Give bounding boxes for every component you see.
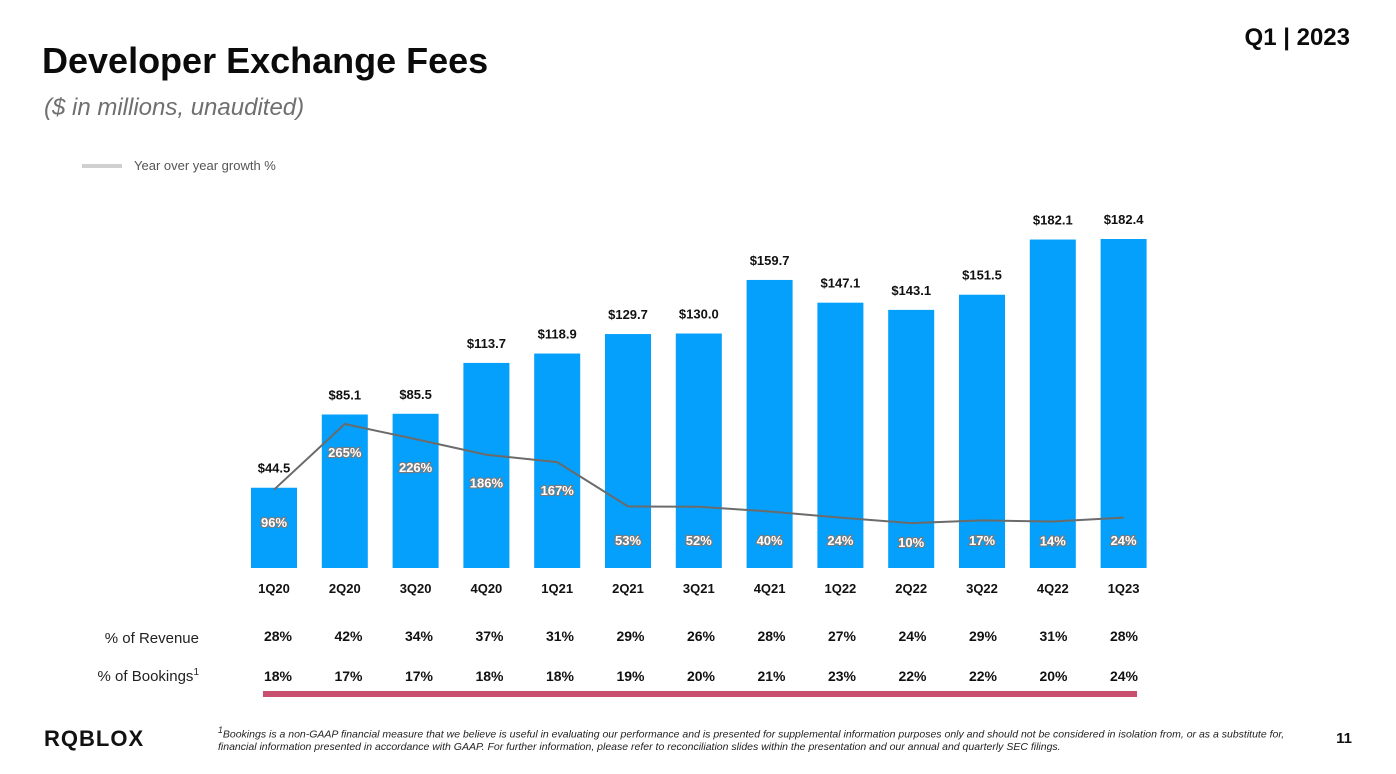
revenue-pct-2Q20: 42%	[334, 628, 363, 644]
category-label-4Q20: 4Q20	[470, 581, 502, 596]
revenue-pct-3Q22: 29%	[969, 628, 998, 644]
page-number: 11	[1336, 730, 1352, 747]
bar-value-label-4Q22: $182.1	[1033, 213, 1073, 228]
category-label-2Q20: 2Q20	[329, 581, 361, 596]
growth-label-2Q20: 265%	[328, 445, 362, 460]
bookings-pct-1Q21: 18%	[546, 668, 575, 684]
growth-label-1Q22: 24%	[827, 533, 853, 548]
bookings-highlight-underline	[263, 691, 1137, 697]
exchange-fees-chart: $44.5 1Q20 $85.1 2Q20 $85.5 3Q20 $113.7 4Q20 $11…	[98, 212, 1147, 697]
bar-4Q22	[1029, 239, 1076, 568]
revenue-pct-3Q20: 34%	[405, 628, 434, 644]
bar-2Q21	[605, 334, 651, 568]
category-label-4Q21: 4Q21	[754, 581, 786, 596]
revenue-pct-1Q20: 28%	[264, 628, 293, 644]
bar-3Q20	[392, 413, 439, 568]
category-label-4Q22: 4Q22	[1037, 581, 1069, 596]
bookings-pct-2Q22: 22%	[898, 668, 927, 684]
growth-label-2Q22: 10%	[898, 535, 924, 550]
revenue-pct-4Q21: 28%	[757, 628, 786, 644]
legend-label-growth: Year over year growth %	[134, 158, 276, 173]
growth-label-3Q20: 226%	[399, 460, 433, 475]
bookings-pct-1Q23: 24%	[1110, 668, 1139, 684]
roblox-logo: RQBLOX	[44, 726, 145, 751]
revenue-pct-1Q23: 28%	[1110, 628, 1139, 644]
revenue-pct-2Q21: 29%	[616, 628, 645, 644]
bookings-pct-3Q22: 22%	[969, 668, 998, 684]
legend-line-swatch	[82, 163, 122, 168]
bookings-pct-4Q20: 18%	[475, 668, 504, 684]
bar-4Q21	[746, 279, 793, 568]
revenue-pct-4Q22: 31%	[1039, 628, 1068, 644]
bookings-pct-3Q21: 20%	[687, 668, 716, 684]
revenue-pct-4Q20: 37%	[475, 628, 504, 644]
bar-value-label-3Q20: $85.5	[399, 387, 432, 402]
bar-value-label-4Q20: $113.7	[467, 336, 506, 351]
revenue-pct-1Q21: 31%	[546, 628, 575, 644]
bar-value-label-2Q20: $85.1	[329, 388, 362, 403]
bookings-pct-4Q22: 20%	[1039, 668, 1068, 684]
category-label-2Q22: 2Q22	[895, 581, 927, 596]
revenue-row-label: % of Revenue	[105, 630, 199, 647]
bar-2Q22	[888, 309, 935, 568]
bar-value-label-1Q20: $44.5	[258, 461, 291, 476]
bar-value-label-3Q22: $151.5	[962, 268, 1002, 283]
bar-2Q20	[321, 414, 368, 568]
bar-1Q20	[251, 487, 297, 568]
bar-value-label-3Q21: $130.0	[679, 307, 719, 322]
category-label-1Q23: 1Q23	[1108, 581, 1140, 596]
period-label: Q1 | 2023	[1244, 24, 1350, 51]
bar-3Q22	[959, 294, 1005, 568]
bar-value-label-1Q23: $182.4	[1104, 212, 1145, 227]
bookings-pct-1Q22: 23%	[828, 668, 857, 684]
category-label-1Q22: 1Q22	[824, 581, 856, 596]
revenue-pct-3Q21: 26%	[687, 628, 716, 644]
bookings-footnote: 1Bookings is a non-GAAP financial measur…	[218, 724, 1288, 754]
bar-value-label-2Q21: $129.7	[608, 307, 648, 322]
growth-line	[273, 422, 1124, 525]
bookings-row-sup: 1	[193, 667, 199, 678]
bar-value-label-4Q21: $159.7	[750, 253, 790, 268]
bar-value-label-2Q22: $143.1	[891, 283, 931, 298]
page-subtitle: ($ in millions, unaudited)	[44, 94, 305, 121]
growth-label-3Q22: 17%	[969, 533, 995, 548]
growth-label-3Q21: 52%	[686, 533, 712, 548]
bookings-row-label-text: % of Bookings	[98, 668, 194, 685]
footnote-sup: 1	[218, 725, 223, 735]
growth-label-2Q21: 53%	[615, 533, 641, 548]
bookings-pct-1Q20: 18%	[264, 668, 293, 684]
growth-label-1Q23: 24%	[1111, 533, 1137, 548]
category-label-3Q21: 3Q21	[683, 581, 715, 596]
bookings-row-label: % of Bookings1	[98, 667, 200, 685]
bar-1Q23	[1100, 239, 1147, 568]
bookings-pct-2Q21: 19%	[616, 668, 645, 684]
category-label-1Q21: 1Q21	[541, 581, 573, 596]
growth-label-4Q22: 14%	[1040, 534, 1066, 549]
bar-4Q20	[463, 362, 510, 568]
category-label-3Q22: 3Q22	[966, 581, 998, 596]
growth-label-4Q21: 40%	[757, 533, 783, 548]
footnote-text: Bookings is a non-GAAP financial measure…	[218, 728, 1285, 754]
growth-label-1Q21: 167%	[541, 483, 575, 498]
page-title: Developer Exchange Fees	[42, 40, 489, 81]
bar-3Q21	[675, 333, 722, 568]
bookings-pct-2Q20: 17%	[334, 668, 363, 684]
growth-label-1Q20: 96%	[261, 515, 287, 530]
chart-legend: Year over year growth %	[82, 158, 276, 173]
growth-label-4Q20: 186%	[470, 476, 504, 491]
bookings-pct-3Q20: 17%	[405, 668, 434, 684]
bar-1Q22	[817, 302, 864, 568]
category-label-1Q20: 1Q20	[258, 581, 290, 596]
revenue-pct-1Q22: 27%	[828, 628, 857, 644]
bar-value-label-1Q21: $118.9	[538, 327, 577, 342]
category-label-2Q21: 2Q21	[612, 581, 644, 596]
category-label-3Q20: 3Q20	[400, 581, 432, 596]
bar-value-label-1Q22: $147.1	[821, 276, 861, 291]
revenue-pct-2Q22: 24%	[898, 628, 927, 644]
bookings-pct-4Q21: 21%	[757, 668, 786, 684]
